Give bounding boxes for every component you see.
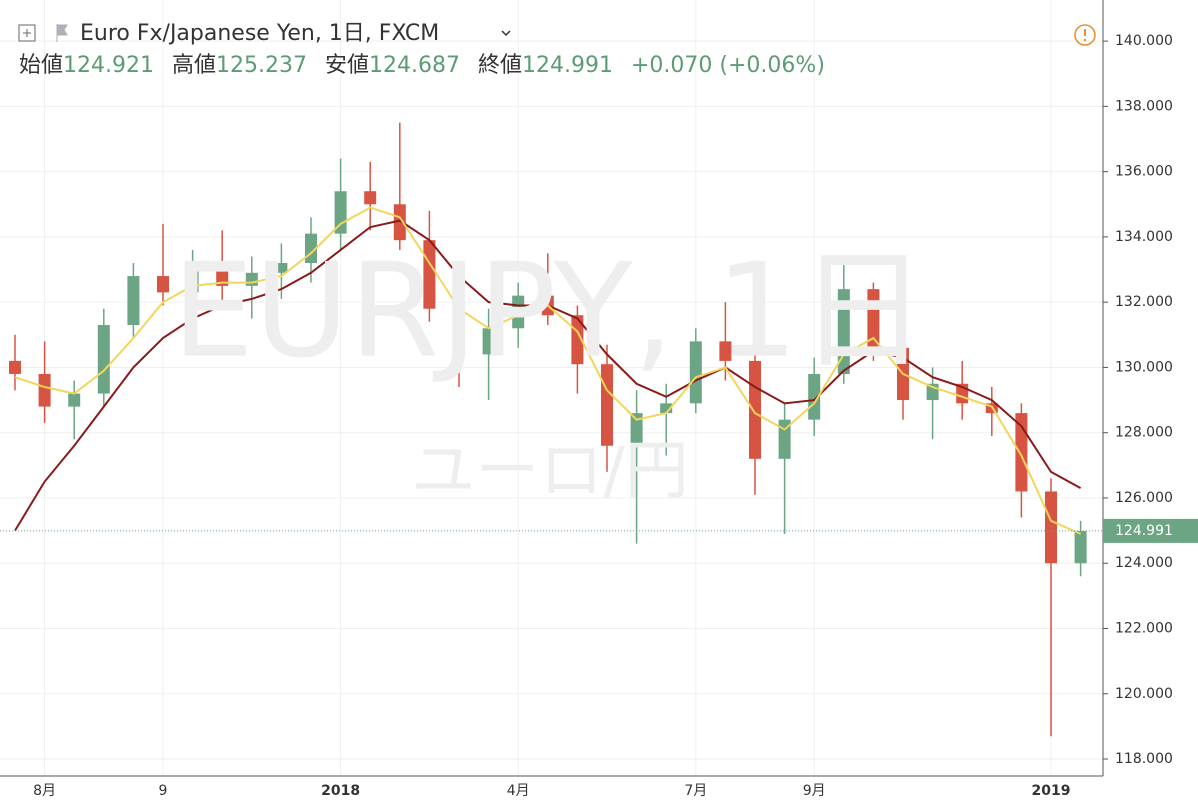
legend-value: 125.237 xyxy=(216,53,307,78)
candle-body xyxy=(660,403,673,414)
y-tick-label: 128.000 xyxy=(1115,425,1173,441)
y-tick-label: 130.000 xyxy=(1115,359,1173,375)
moving-average xyxy=(14,206,1082,535)
dropdown-chevron[interactable] xyxy=(501,30,511,37)
last-price-tag xyxy=(1103,518,1198,543)
candle-body xyxy=(778,419,791,459)
plot xyxy=(0,0,1103,776)
last-price-label: 124.991 xyxy=(1115,523,1173,539)
legend-label: 高値 xyxy=(172,53,216,78)
legend-label: 安値 xyxy=(325,53,369,78)
candle-body xyxy=(364,191,377,205)
expand-icon[interactable] xyxy=(18,24,36,42)
candle-body xyxy=(68,393,81,407)
candle-body xyxy=(867,289,880,348)
candle-body xyxy=(808,373,821,420)
symbol-title[interactable]: Euro Fx/Japanese Yen, 1日, FXCM xyxy=(80,21,439,46)
y-tick-label: 132.000 xyxy=(1115,294,1173,310)
candle-body xyxy=(453,308,465,355)
y-tick-label: 134.000 xyxy=(1115,229,1173,245)
y-tick-label: 124.000 xyxy=(1115,555,1173,571)
candle-body xyxy=(245,272,258,286)
y-tick-label: 126.000 xyxy=(1115,490,1173,506)
y-tick-label: 120.000 xyxy=(1115,686,1173,702)
x-tick-label: 4月 xyxy=(507,783,530,799)
watermark-sub: ユーロ/円 xyxy=(411,435,689,509)
candle-body xyxy=(157,276,169,293)
x-tick-label: 2018 xyxy=(321,783,360,799)
candle-body xyxy=(393,204,406,241)
candle-body xyxy=(719,341,732,361)
legend-label: 終値 xyxy=(478,53,522,78)
candle-body xyxy=(512,295,525,329)
alert-icon[interactable] xyxy=(1074,24,1096,46)
candle-body xyxy=(482,328,495,355)
x-tick-label: 7月 xyxy=(684,783,707,799)
candle-body xyxy=(630,413,643,446)
y-tick-label: 122.000 xyxy=(1115,621,1173,637)
candle-body xyxy=(689,341,702,404)
candle-body xyxy=(1015,413,1028,492)
candle-body xyxy=(9,360,21,374)
candle-body xyxy=(275,263,288,273)
legend-value: 124.991 xyxy=(522,53,613,78)
expand-icon-plus xyxy=(23,29,31,37)
legend-label: 始値 xyxy=(19,53,63,78)
y-tick-label: 138.000 xyxy=(1115,98,1173,114)
x-tick-label: 2019 xyxy=(1032,783,1071,799)
y-tick-label: 136.000 xyxy=(1115,164,1173,180)
candle-body xyxy=(97,325,110,394)
legend-value: 124.687 xyxy=(369,53,460,78)
y-tick-label: 140.000 xyxy=(1115,33,1173,49)
candle-body xyxy=(1074,530,1087,564)
candle-body xyxy=(38,373,51,407)
flag-icon[interactable] xyxy=(56,24,68,42)
legend-value: 124.921 xyxy=(63,53,154,78)
x-tick-label: 8月 xyxy=(33,783,56,799)
x-tick-label: 9 xyxy=(159,783,168,799)
candle-body xyxy=(216,266,229,286)
change: +0.070 (+0.06%) xyxy=(631,53,825,78)
y-tick-label: 118.000 xyxy=(1115,751,1173,767)
watermark: EURJPY, 1日 xyxy=(172,235,928,387)
x-tick-label: 9月 xyxy=(803,783,826,799)
candle-body xyxy=(571,315,584,365)
candle-body xyxy=(127,276,140,326)
candle-body xyxy=(1045,491,1057,564)
